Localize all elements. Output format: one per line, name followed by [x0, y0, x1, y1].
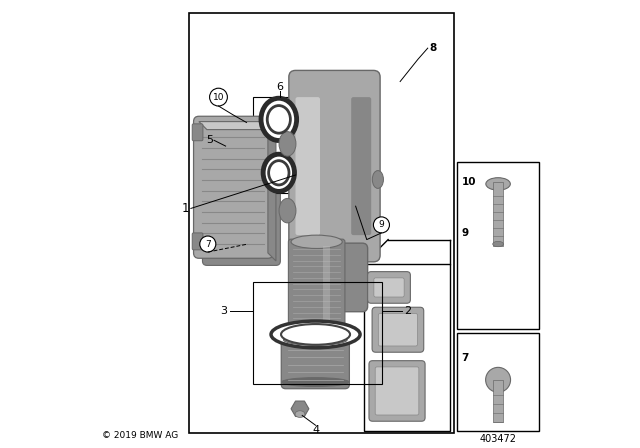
Circle shape: [209, 88, 227, 106]
Bar: [291, 242, 342, 329]
Ellipse shape: [291, 235, 342, 249]
Text: 7: 7: [461, 353, 469, 362]
Bar: [457, 162, 540, 329]
Ellipse shape: [282, 378, 349, 387]
Bar: [457, 333, 540, 431]
FancyBboxPatch shape: [192, 233, 203, 250]
Polygon shape: [268, 121, 276, 261]
Text: 8: 8: [429, 43, 436, 53]
Text: 3: 3: [220, 306, 227, 316]
Ellipse shape: [284, 334, 347, 345]
FancyBboxPatch shape: [367, 271, 410, 303]
Bar: [364, 264, 451, 431]
FancyBboxPatch shape: [372, 307, 424, 352]
FancyBboxPatch shape: [378, 314, 417, 346]
Text: 9: 9: [461, 228, 468, 238]
FancyBboxPatch shape: [193, 116, 273, 258]
FancyBboxPatch shape: [289, 239, 345, 332]
FancyBboxPatch shape: [192, 124, 203, 141]
Text: © 2019 BMW AG: © 2019 BMW AG: [102, 431, 178, 440]
Ellipse shape: [291, 322, 342, 335]
Polygon shape: [199, 121, 276, 129]
Circle shape: [373, 217, 390, 233]
Ellipse shape: [271, 321, 360, 348]
Bar: [253, 282, 382, 384]
FancyBboxPatch shape: [374, 278, 404, 297]
Ellipse shape: [493, 241, 504, 247]
Bar: [253, 97, 305, 193]
Text: 10: 10: [212, 93, 224, 102]
FancyBboxPatch shape: [289, 70, 380, 262]
Bar: [493, 182, 504, 246]
Text: 2: 2: [404, 306, 412, 316]
Circle shape: [200, 236, 216, 252]
FancyBboxPatch shape: [369, 361, 425, 421]
FancyBboxPatch shape: [301, 243, 367, 312]
Text: 4: 4: [312, 425, 319, 435]
Text: 6: 6: [276, 82, 284, 92]
Text: 7: 7: [205, 240, 211, 249]
Text: 9: 9: [379, 220, 384, 229]
FancyBboxPatch shape: [351, 97, 371, 235]
FancyBboxPatch shape: [296, 97, 320, 235]
Ellipse shape: [372, 171, 383, 188]
FancyBboxPatch shape: [375, 367, 419, 415]
Ellipse shape: [261, 98, 296, 141]
Ellipse shape: [486, 178, 510, 190]
Circle shape: [486, 367, 511, 392]
FancyBboxPatch shape: [202, 125, 280, 265]
Ellipse shape: [279, 132, 296, 156]
Text: 5: 5: [206, 135, 213, 145]
Ellipse shape: [281, 324, 350, 345]
Ellipse shape: [269, 161, 289, 185]
Ellipse shape: [263, 154, 294, 191]
FancyBboxPatch shape: [281, 335, 349, 389]
Ellipse shape: [268, 106, 291, 133]
Bar: [323, 246, 330, 324]
Text: 1: 1: [182, 202, 189, 215]
Text: 403472: 403472: [479, 434, 516, 444]
Bar: [493, 380, 503, 422]
Ellipse shape: [295, 411, 305, 418]
Ellipse shape: [279, 198, 296, 223]
Bar: [189, 13, 454, 433]
Text: 10: 10: [461, 177, 476, 187]
